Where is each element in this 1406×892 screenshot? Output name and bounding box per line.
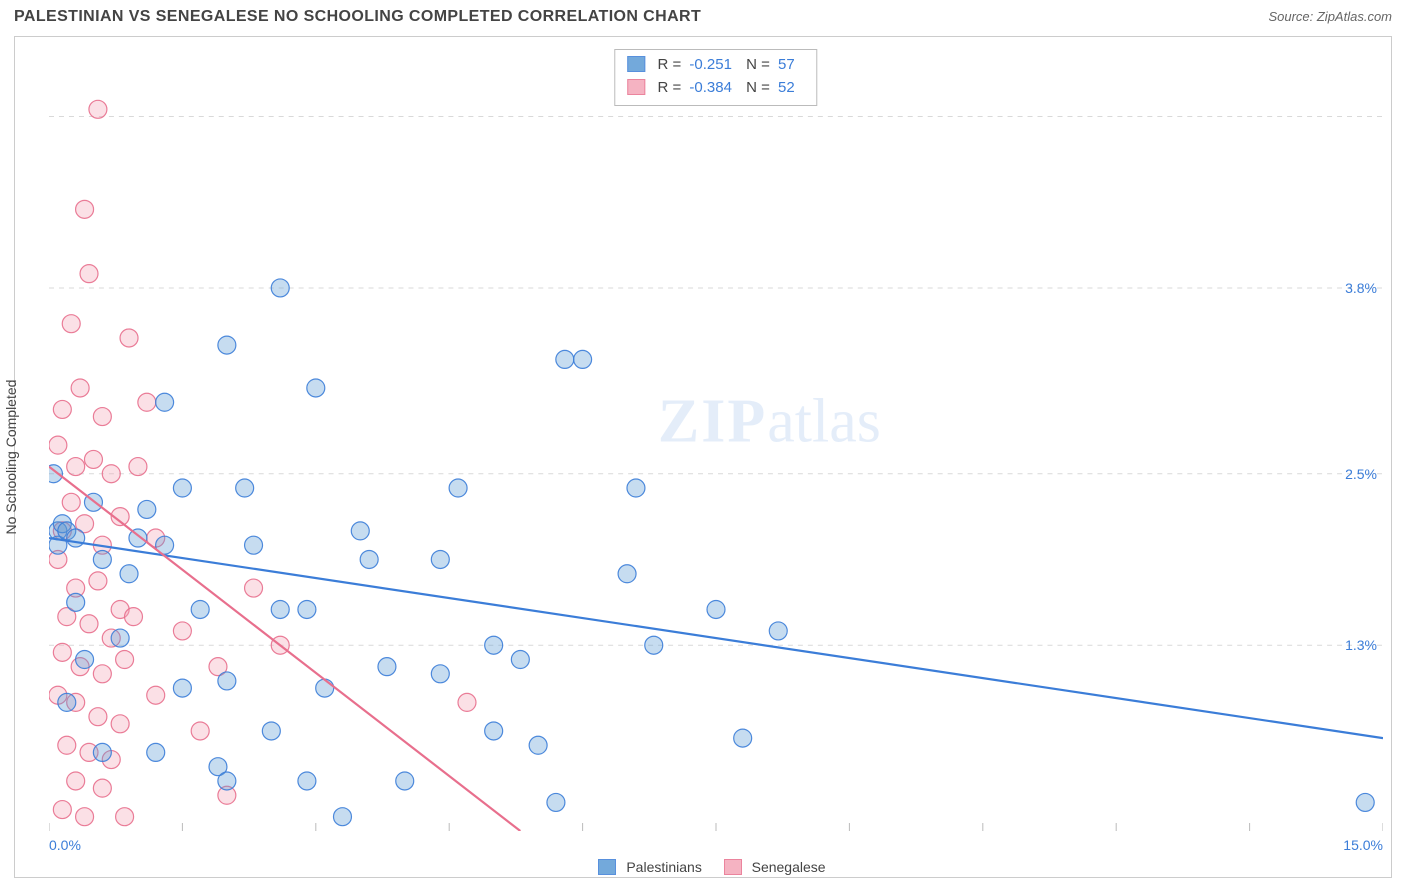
swatch-series2 xyxy=(627,79,645,95)
source-attribution: Source: ZipAtlas.com xyxy=(1268,9,1392,24)
chart-title: PALESTINIAN VS SENEGALESE NO SCHOOLING C… xyxy=(14,8,701,26)
n-value-series2: 52 xyxy=(778,79,795,96)
r-value-series2: -0.384 xyxy=(689,79,732,96)
legend-label-series2: Senegalese xyxy=(752,859,826,875)
legend-swatch-series1 xyxy=(598,859,616,875)
chart-container: No Schooling Completed ZIPatlas R = -0.2… xyxy=(14,36,1392,878)
scatter-svg xyxy=(49,45,1383,831)
stats-row-series1: R = -0.251 N = 57 xyxy=(627,54,804,77)
y-axis-label: No Schooling Completed xyxy=(3,380,19,535)
correlation-stats-box: R = -0.251 N = 57 R = -0.384 N = 52 xyxy=(614,49,817,106)
swatch-series1 xyxy=(627,56,645,72)
legend: Palestinians Senegalese xyxy=(15,859,1391,875)
r-value-series1: -0.251 xyxy=(689,56,732,73)
legend-swatch-series2 xyxy=(724,859,742,875)
n-value-series1: 57 xyxy=(778,56,795,73)
plot-area: ZIPatlas R = -0.251 N = 57 R = -0.384 N … xyxy=(49,45,1383,831)
stats-row-series2: R = -0.384 N = 52 xyxy=(627,77,804,100)
x-axis-tick-labels: 0.0%15.0% xyxy=(49,837,1383,855)
legend-label-series1: Palestinians xyxy=(626,859,702,875)
